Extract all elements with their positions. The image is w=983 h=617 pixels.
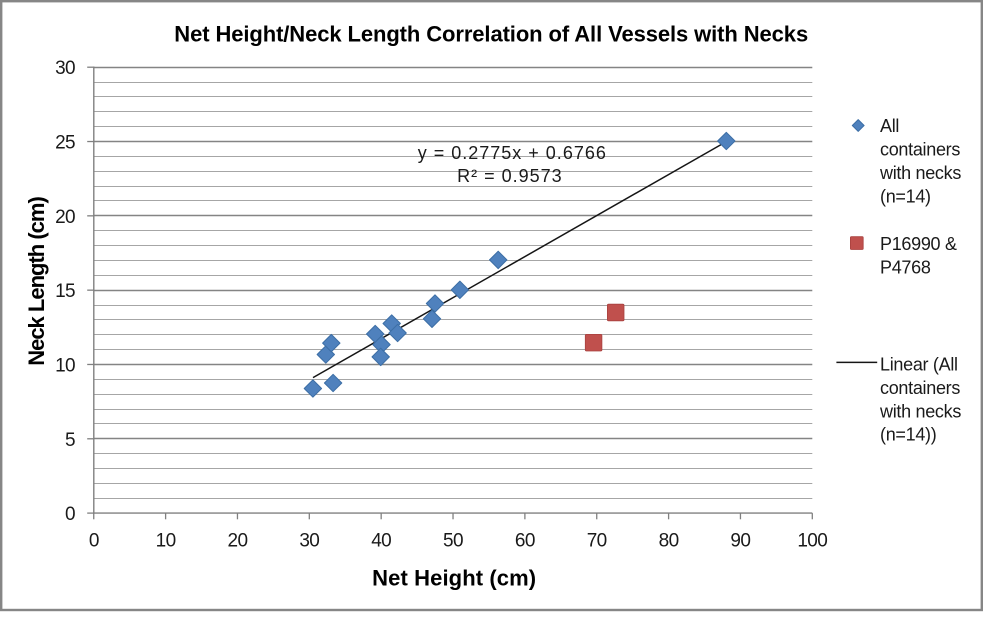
svg-text:Linear (All: Linear (All <box>880 355 958 375</box>
svg-text:30: 30 <box>299 531 319 552</box>
svg-text:with necks: with necks <box>879 163 961 183</box>
svg-text:25: 25 <box>55 133 75 154</box>
svg-text:Neck Length (cm): Neck Length (cm) <box>24 197 49 366</box>
svg-text:100: 100 <box>797 531 827 552</box>
svg-text:90: 90 <box>730 531 750 552</box>
svg-text:P4768: P4768 <box>880 257 931 277</box>
svg-text:15: 15 <box>55 281 75 302</box>
svg-text:50: 50 <box>443 531 463 552</box>
svg-text:R² = 0.9573: R² = 0.9573 <box>457 166 563 186</box>
svg-text:y = 0.2775x + 0.6766: y = 0.2775x + 0.6766 <box>418 143 607 163</box>
svg-text:All: All <box>880 116 899 136</box>
svg-text:Net Height/Neck Length Correla: Net Height/Neck Length Correlation of Al… <box>174 21 808 46</box>
svg-text:(n=14)): (n=14)) <box>880 425 936 445</box>
svg-text:containers: containers <box>880 140 960 160</box>
svg-text:40: 40 <box>371 531 391 552</box>
svg-text:Net Height (cm): Net Height (cm) <box>372 566 536 591</box>
svg-text:with necks: with necks <box>879 401 961 421</box>
svg-text:20: 20 <box>55 207 75 228</box>
svg-text:60: 60 <box>515 531 535 552</box>
svg-text:P16990 &: P16990 & <box>880 234 957 254</box>
svg-text:0: 0 <box>65 504 75 525</box>
svg-text:10: 10 <box>156 531 176 552</box>
svg-text:30: 30 <box>55 58 75 79</box>
svg-text:containers: containers <box>880 378 960 398</box>
svg-text:70: 70 <box>587 531 607 552</box>
svg-text:10: 10 <box>55 356 75 377</box>
svg-text:0: 0 <box>89 531 99 552</box>
svg-text:80: 80 <box>659 531 679 552</box>
svg-text:20: 20 <box>228 531 248 552</box>
svg-text:5: 5 <box>65 430 75 451</box>
svg-text:(n=14): (n=14) <box>880 186 931 206</box>
